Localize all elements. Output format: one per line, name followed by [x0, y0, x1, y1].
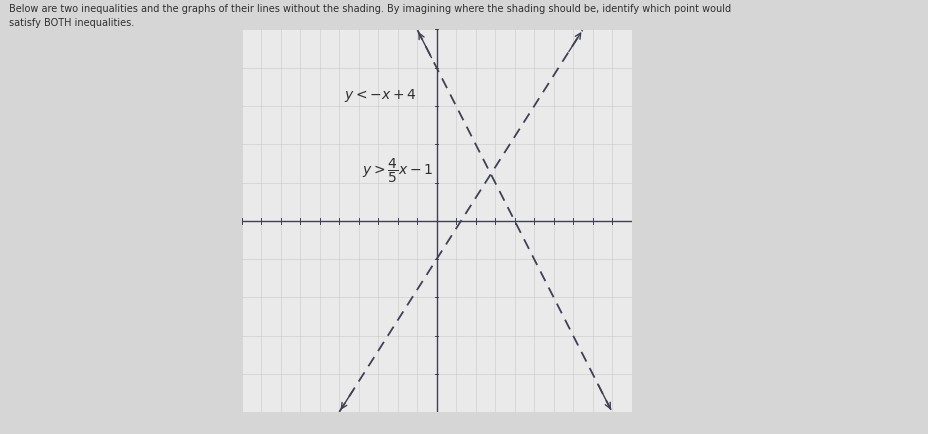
Text: $y > \dfrac{4}{5}x-1$: $y > \dfrac{4}{5}x-1$ [362, 156, 432, 184]
Text: Below are two inequalities and the graphs of their lines without the shading. By: Below are two inequalities and the graph… [9, 4, 730, 27]
Text: $y < -x+4$: $y < -x+4$ [343, 87, 416, 104]
